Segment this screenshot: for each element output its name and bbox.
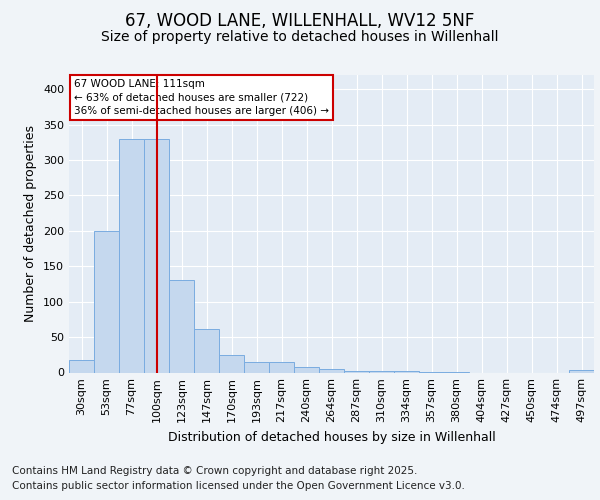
X-axis label: Distribution of detached houses by size in Willenhall: Distribution of detached houses by size … — [167, 431, 496, 444]
Bar — [344, 371, 369, 372]
Bar — [119, 138, 144, 372]
Bar — [244, 362, 269, 372]
Bar — [369, 371, 394, 372]
Text: 67, WOOD LANE, WILLENHALL, WV12 5NF: 67, WOOD LANE, WILLENHALL, WV12 5NF — [125, 12, 475, 30]
Bar — [169, 280, 194, 372]
Bar — [569, 370, 594, 372]
Text: Size of property relative to detached houses in Willenhall: Size of property relative to detached ho… — [101, 30, 499, 44]
Bar — [394, 371, 419, 372]
Bar — [69, 360, 94, 372]
Text: Contains HM Land Registry data © Crown copyright and database right 2025.: Contains HM Land Registry data © Crown c… — [12, 466, 418, 476]
Bar — [94, 231, 119, 372]
Bar — [319, 369, 344, 372]
Bar — [144, 138, 169, 372]
Bar — [194, 328, 219, 372]
Bar — [294, 367, 319, 372]
Bar — [269, 362, 294, 372]
Bar — [219, 355, 244, 372]
Y-axis label: Number of detached properties: Number of detached properties — [25, 125, 37, 322]
Text: 67 WOOD LANE: 111sqm
← 63% of detached houses are smaller (722)
36% of semi-deta: 67 WOOD LANE: 111sqm ← 63% of detached h… — [74, 80, 329, 116]
Text: Contains public sector information licensed under the Open Government Licence v3: Contains public sector information licen… — [12, 481, 465, 491]
